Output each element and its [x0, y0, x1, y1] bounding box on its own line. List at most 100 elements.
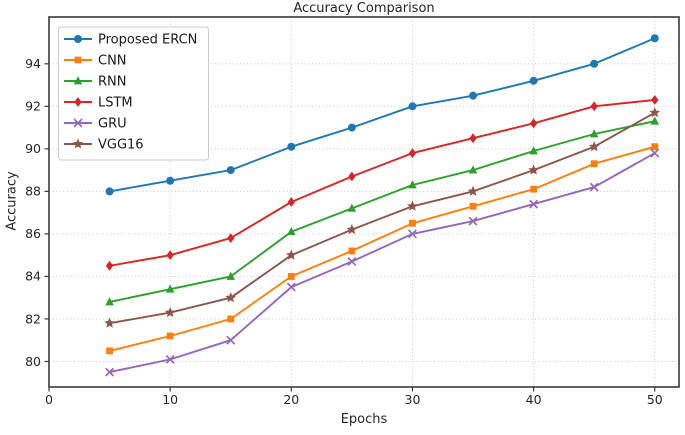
diamond-marker-icon — [469, 133, 477, 144]
star-marker-icon — [346, 224, 358, 235]
x-tick-label: 40 — [526, 392, 542, 407]
legend-item-cnn: CNN — [64, 54, 127, 69]
legend-item-proposed-ercn: Proposed ERCN — [64, 33, 197, 48]
triangle-marker-icon — [468, 165, 478, 174]
series-line-gru — [108, 152, 656, 374]
legend-item-lstm: LSTM — [64, 96, 133, 111]
diamond-marker-icon — [105, 260, 114, 271]
star-marker-icon — [285, 249, 297, 260]
circle-marker-icon — [166, 176, 175, 185]
x-tick-label: 20 — [283, 392, 299, 407]
series-gru — [105, 148, 660, 377]
series-line-cnn — [108, 145, 656, 352]
legend-item-vgg16: VGG16 — [64, 138, 144, 153]
diamond-marker-icon — [74, 97, 82, 107]
square-marker-icon — [287, 273, 295, 280]
diamond-marker-icon — [408, 148, 417, 158]
series-line-rnn — [108, 120, 656, 303]
triangle-marker-icon — [408, 180, 417, 189]
x-marker-icon — [407, 229, 417, 239]
triangle-marker-icon — [529, 146, 538, 155]
x-marker-icon — [226, 335, 236, 345]
x-marker-icon — [529, 199, 539, 209]
square-marker-icon — [166, 332, 174, 340]
square-marker-icon — [651, 143, 659, 151]
circle-marker-icon — [469, 91, 478, 100]
triangle-marker-icon — [105, 297, 114, 306]
x-marker-icon — [589, 182, 599, 192]
circle-marker-icon — [347, 123, 356, 132]
square-marker-icon — [409, 219, 416, 227]
square-marker-icon — [227, 315, 235, 323]
circle-marker-icon — [105, 187, 114, 196]
circle-marker-icon — [287, 142, 296, 151]
star-marker-icon — [528, 164, 539, 175]
legend-label: CNN — [98, 54, 127, 69]
x-marker-icon — [347, 257, 357, 267]
legend-label: VGG16 — [98, 138, 144, 153]
x-marker-icon — [468, 216, 478, 226]
triangle-marker-icon — [347, 203, 357, 212]
star-marker-icon — [588, 141, 600, 152]
square-marker-icon — [590, 160, 598, 168]
legend: Proposed ERCN CNN RNN LSTM GRU VGG16 — [58, 26, 209, 161]
x-marker-icon — [286, 282, 296, 292]
series-line-vgg16 — [108, 111, 656, 325]
circle-marker-icon — [408, 102, 417, 111]
series-rnn — [105, 116, 660, 306]
circle-marker-icon — [74, 35, 82, 43]
series-cnn — [106, 143, 659, 355]
x-tick-label: 30 — [405, 392, 421, 407]
y-axis-label: Accuracy — [4, 171, 20, 231]
y-tick-label: 80 — [25, 354, 41, 369]
y-tick-label: 94 — [25, 56, 41, 71]
square-marker-icon — [469, 202, 477, 210]
diamond-marker-icon — [287, 197, 296, 207]
chart-title: Accuracy Comparison — [293, 1, 435, 16]
legend-label: Proposed ERCN — [98, 33, 197, 48]
x-marker-icon — [73, 118, 83, 128]
diamond-marker-icon — [227, 233, 235, 244]
axes: 0 10 20 30 40 50 80 82 84 86 88 90 92 94 — [25, 56, 663, 407]
square-marker-icon — [106, 347, 113, 355]
triangle-marker-icon — [73, 76, 83, 85]
star-marker-icon — [225, 292, 237, 303]
diamond-marker-icon — [590, 101, 598, 112]
x-tick-label: 10 — [162, 392, 178, 407]
star-marker-icon — [104, 317, 115, 328]
triangle-marker-icon — [650, 116, 660, 125]
y-tick-label: 92 — [25, 99, 41, 114]
x-marker-icon — [650, 148, 660, 158]
diamond-marker-icon — [166, 250, 174, 261]
star-marker-icon — [407, 200, 418, 211]
x-marker-icon — [105, 367, 115, 377]
star-marker-icon — [164, 306, 176, 318]
series-line-proposed-ercn — [108, 37, 656, 193]
star-marker-icon — [72, 138, 84, 149]
x-marker-icon — [165, 354, 175, 364]
triangle-marker-icon — [165, 284, 175, 293]
triangle-marker-icon — [589, 129, 599, 138]
legend-item-gru: GRU — [64, 117, 127, 132]
series-proposed-ercn — [105, 34, 659, 196]
y-tick-label: 88 — [25, 184, 41, 199]
square-marker-icon — [348, 247, 356, 255]
y-tick-label: 86 — [25, 226, 41, 241]
diamond-marker-icon — [651, 95, 659, 105]
series-vgg16 — [104, 107, 661, 328]
circle-marker-icon — [226, 166, 235, 175]
diamond-marker-icon — [529, 118, 538, 129]
series-lstm — [105, 95, 659, 271]
series-line-lstm — [108, 98, 656, 267]
star-marker-icon — [467, 185, 479, 196]
legend-label: GRU — [98, 117, 127, 132]
square-marker-icon — [74, 56, 82, 64]
x-tick-label: 0 — [45, 392, 53, 407]
square-marker-icon — [530, 185, 538, 193]
diamond-marker-icon — [348, 171, 356, 182]
triangle-marker-icon — [287, 227, 296, 236]
triangle-marker-icon — [226, 271, 236, 280]
y-tick-label: 84 — [25, 269, 41, 284]
